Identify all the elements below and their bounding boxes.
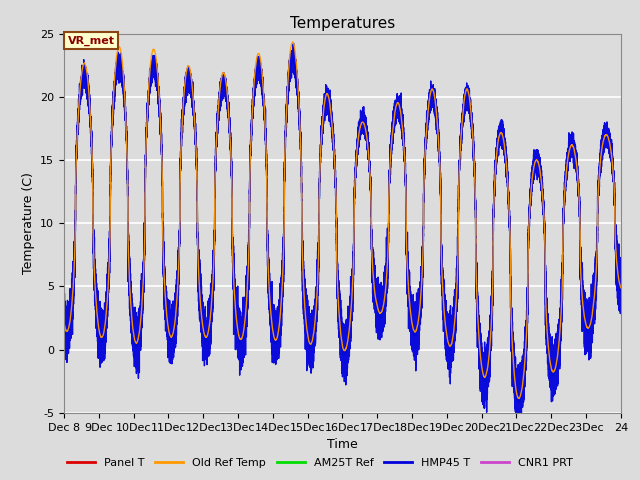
Legend: Panel T, Old Ref Temp, AM25T Ref, HMP45 T, CNR1 PRT: Panel T, Old Ref Temp, AM25T Ref, HMP45 … [63,453,577,472]
X-axis label: Time: Time [327,438,358,451]
Text: VR_met: VR_met [67,36,115,46]
Title: Temperatures: Temperatures [290,16,395,31]
Y-axis label: Temperature (C): Temperature (C) [22,172,35,274]
